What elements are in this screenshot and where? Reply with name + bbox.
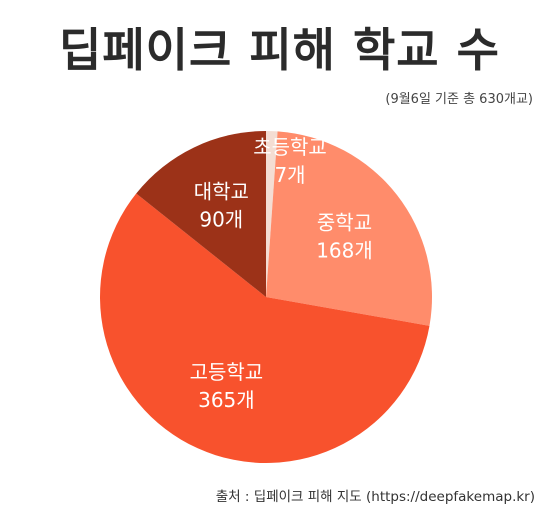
slice-label-4: 대학교: [194, 179, 249, 203]
pie-slices: [100, 130, 433, 464]
chart-source: 출처 : 딥페이크 피해 지도 (https://deepfakemap.kr): [215, 489, 535, 505]
pie-slice-3: [100, 193, 430, 464]
pie-slice-2: [266, 131, 433, 326]
slice-value-2: 168개: [316, 239, 373, 263]
slice-value-1: 7개: [274, 163, 305, 187]
slice-label-3: 고등학교: [190, 360, 264, 384]
slice-value-3: 365개: [198, 388, 255, 412]
chart-title: 딥페이크 피해 학교 수: [59, 23, 500, 77]
pie-slice-1: [266, 130, 278, 297]
pie-slice-4: [136, 131, 266, 297]
slice-value-4: 90개: [199, 207, 243, 231]
slice-label-2: 중학교: [317, 211, 372, 235]
chart-subtitle: (9월6일 기준 총 630개교): [385, 92, 533, 107]
slice-label-1: 초등학교: [253, 135, 327, 159]
